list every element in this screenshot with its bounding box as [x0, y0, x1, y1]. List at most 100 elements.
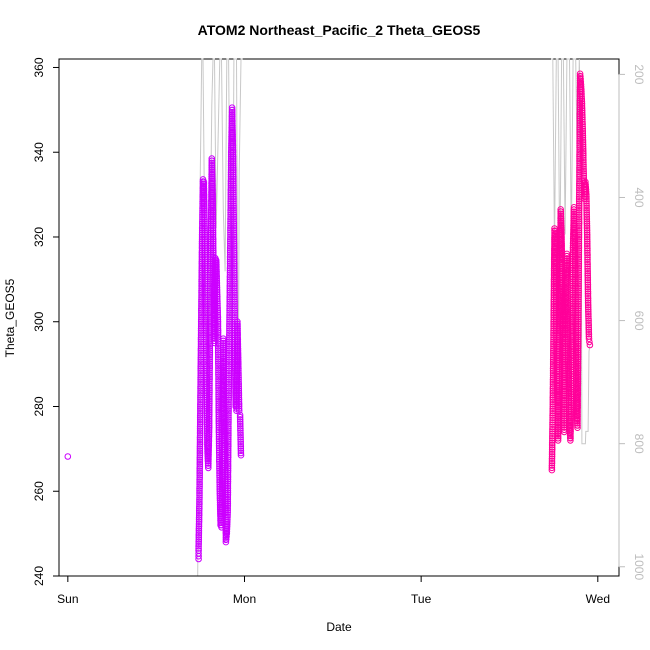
- data-point: [230, 227, 238, 234]
- data-point: [208, 162, 216, 169]
- data-point: [206, 384, 213, 392]
- data-point: [197, 401, 204, 408]
- data-point: [584, 258, 591, 266]
- data-point: [224, 480, 232, 488]
- data-point: [200, 183, 208, 190]
- data-point: [231, 300, 238, 308]
- data-point: [574, 342, 582, 350]
- data-point: [575, 213, 583, 221]
- data-point: [200, 200, 208, 208]
- data-point: [575, 329, 582, 337]
- data-point: [205, 449, 212, 456]
- data-point: [230, 177, 237, 185]
- data-point: [576, 164, 583, 172]
- data-point: [237, 422, 244, 430]
- data-point: [574, 364, 582, 372]
- data-point: [225, 398, 232, 406]
- data-point: [206, 336, 214, 343]
- data-point: [568, 370, 575, 378]
- data-point: [201, 224, 208, 232]
- data-point: [234, 336, 242, 343]
- data-point: [229, 113, 236, 120]
- data-point: [575, 293, 582, 301]
- data-point: [548, 453, 556, 460]
- data-point: [564, 297, 572, 304]
- data-point: [230, 240, 238, 247]
- data-point: [225, 429, 232, 437]
- data-point: [554, 430, 562, 438]
- data-point: [229, 135, 236, 143]
- data-point: [195, 523, 203, 530]
- data-point: [235, 383, 242, 390]
- data-point: [575, 242, 583, 250]
- data-point: [224, 467, 232, 474]
- data-point: [585, 330, 593, 338]
- y-tick-label: 280: [32, 396, 46, 416]
- data-point: [576, 173, 583, 180]
- data-point: [564, 304, 572, 311]
- data-point: [575, 296, 582, 303]
- data-point: [196, 465, 203, 472]
- data-point: [548, 444, 556, 451]
- data-point: [579, 130, 587, 137]
- data-point: [230, 267, 238, 274]
- data-point: [196, 460, 204, 468]
- data-point: [196, 452, 204, 459]
- data-point: [231, 302, 238, 310]
- data-point: [235, 358, 242, 366]
- data-point: [200, 187, 208, 194]
- data-point: [200, 189, 208, 197]
- data-point: [575, 314, 582, 321]
- data-point: [230, 231, 238, 239]
- data-point: [234, 349, 242, 357]
- data-point: [575, 325, 582, 332]
- data-point: [579, 118, 586, 126]
- data-point: [575, 260, 583, 268]
- data-point: [205, 462, 212, 470]
- data-point: [574, 347, 582, 354]
- data-point: [196, 449, 204, 457]
- data-point: [225, 414, 232, 421]
- data-point: [196, 432, 204, 439]
- data-point: [575, 316, 582, 323]
- data-point: [235, 365, 242, 372]
- data-point: [206, 329, 214, 337]
- data-point: [580, 161, 587, 168]
- data-point: [564, 310, 572, 318]
- data-point: [213, 270, 220, 278]
- data-point: [195, 514, 203, 521]
- data-point: [214, 311, 222, 319]
- data-point: [567, 415, 575, 422]
- data-point: [196, 454, 204, 461]
- data-point: [225, 360, 233, 368]
- data-point: [227, 227, 234, 234]
- data-point: [579, 116, 586, 123]
- data-point: [230, 249, 238, 256]
- data-point: [205, 435, 213, 443]
- data-point: [549, 369, 557, 377]
- data-point: [583, 206, 590, 214]
- data-point: [574, 338, 582, 345]
- data-point: [201, 213, 208, 221]
- data-point: [230, 260, 238, 268]
- data-point: [231, 298, 238, 306]
- data-point: [224, 491, 232, 499]
- data-point: [584, 242, 591, 250]
- data-point: [574, 369, 582, 376]
- data-point: [583, 209, 591, 216]
- data-point: [558, 238, 565, 245]
- data-point: [568, 366, 575, 373]
- data-point: [549, 372, 557, 379]
- data-point: [225, 440, 232, 448]
- data-point: [569, 309, 576, 317]
- data-point: [205, 433, 213, 440]
- data-point: [224, 445, 232, 452]
- data-point: [229, 157, 237, 165]
- data-point: [201, 216, 208, 223]
- data-point: [575, 206, 583, 214]
- data-point: [205, 417, 213, 425]
- data-point: [231, 285, 238, 292]
- data-point: [548, 459, 556, 467]
- data-point: [574, 375, 582, 383]
